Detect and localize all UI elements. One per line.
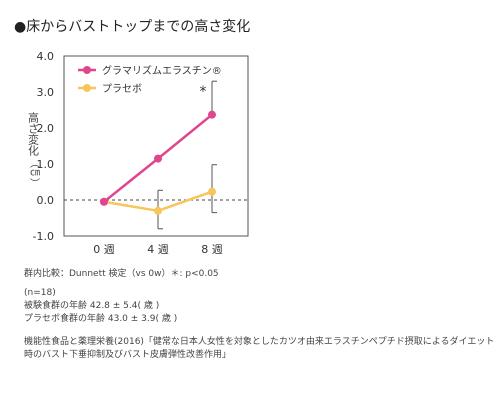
sample-size-note: (n=18) xyxy=(24,288,56,299)
y-axis-unit: （㎝） xyxy=(28,158,40,188)
data-point xyxy=(208,187,216,196)
y-tick-labels: 4.0 3.0 2.0 1.0 0.0 -1.0 xyxy=(33,50,54,243)
x-tick-label: 8 週 xyxy=(201,243,223,256)
y-axis-label: 高さ変化（㎝） xyxy=(27,111,40,188)
data-point xyxy=(208,110,216,119)
stats-note: 群内比較：Dunnett 検定（vs 0w）＊: p<0.05 xyxy=(24,269,219,279)
series-points xyxy=(100,110,216,215)
data-point xyxy=(154,206,162,215)
page-title: ●床からバストトップまでの高さ変化 xyxy=(14,19,251,35)
data-point xyxy=(100,197,108,206)
annotations: * xyxy=(200,84,207,100)
chart-notes: 群内比較：Dunnett 検定（vs 0w）＊: p<0.05 (n=18) 被… xyxy=(24,268,496,362)
y-tick-label: 4.0 xyxy=(37,50,55,63)
y-tick-label: 2.0 xyxy=(37,122,55,135)
age-test-note: 被験食群の年齢 42.8 ± 5.4( 歳 ) xyxy=(24,301,160,312)
plot-frame xyxy=(63,55,249,237)
legend-marker xyxy=(83,84,91,92)
plot-border xyxy=(63,55,249,237)
significance-marker: * xyxy=(200,84,207,100)
legend-label: プラセボ xyxy=(102,83,142,95)
legend: グラマリズムエラスチン® プラセボ xyxy=(78,64,222,95)
x-tick-label: 4 週 xyxy=(147,243,169,256)
legend-marker xyxy=(83,66,91,74)
x-tick-labels: 0 週 4 週 8 週 xyxy=(93,243,223,256)
x-tick-label: 0 週 xyxy=(93,243,115,256)
y-tick-label: 3.0 xyxy=(37,86,55,99)
legend-label: グラマリズムエラスチン® xyxy=(102,64,222,77)
data-point xyxy=(154,154,162,163)
y-axis-title: 高さ変化 xyxy=(27,111,40,157)
source-note: 機能性食品と薬理栄養(2016)「健常な日本人女性を対象としたカツオ由来エラスチ… xyxy=(24,337,495,361)
y-tick-label: -1.0 xyxy=(33,230,54,243)
y-tick-label: 0.0 xyxy=(37,194,55,207)
age-placebo-note: プラセボ食群の年齢 43.0 ± 3.9( 歳 ) xyxy=(24,314,178,325)
y-tick-label: 1.0 xyxy=(37,158,55,171)
